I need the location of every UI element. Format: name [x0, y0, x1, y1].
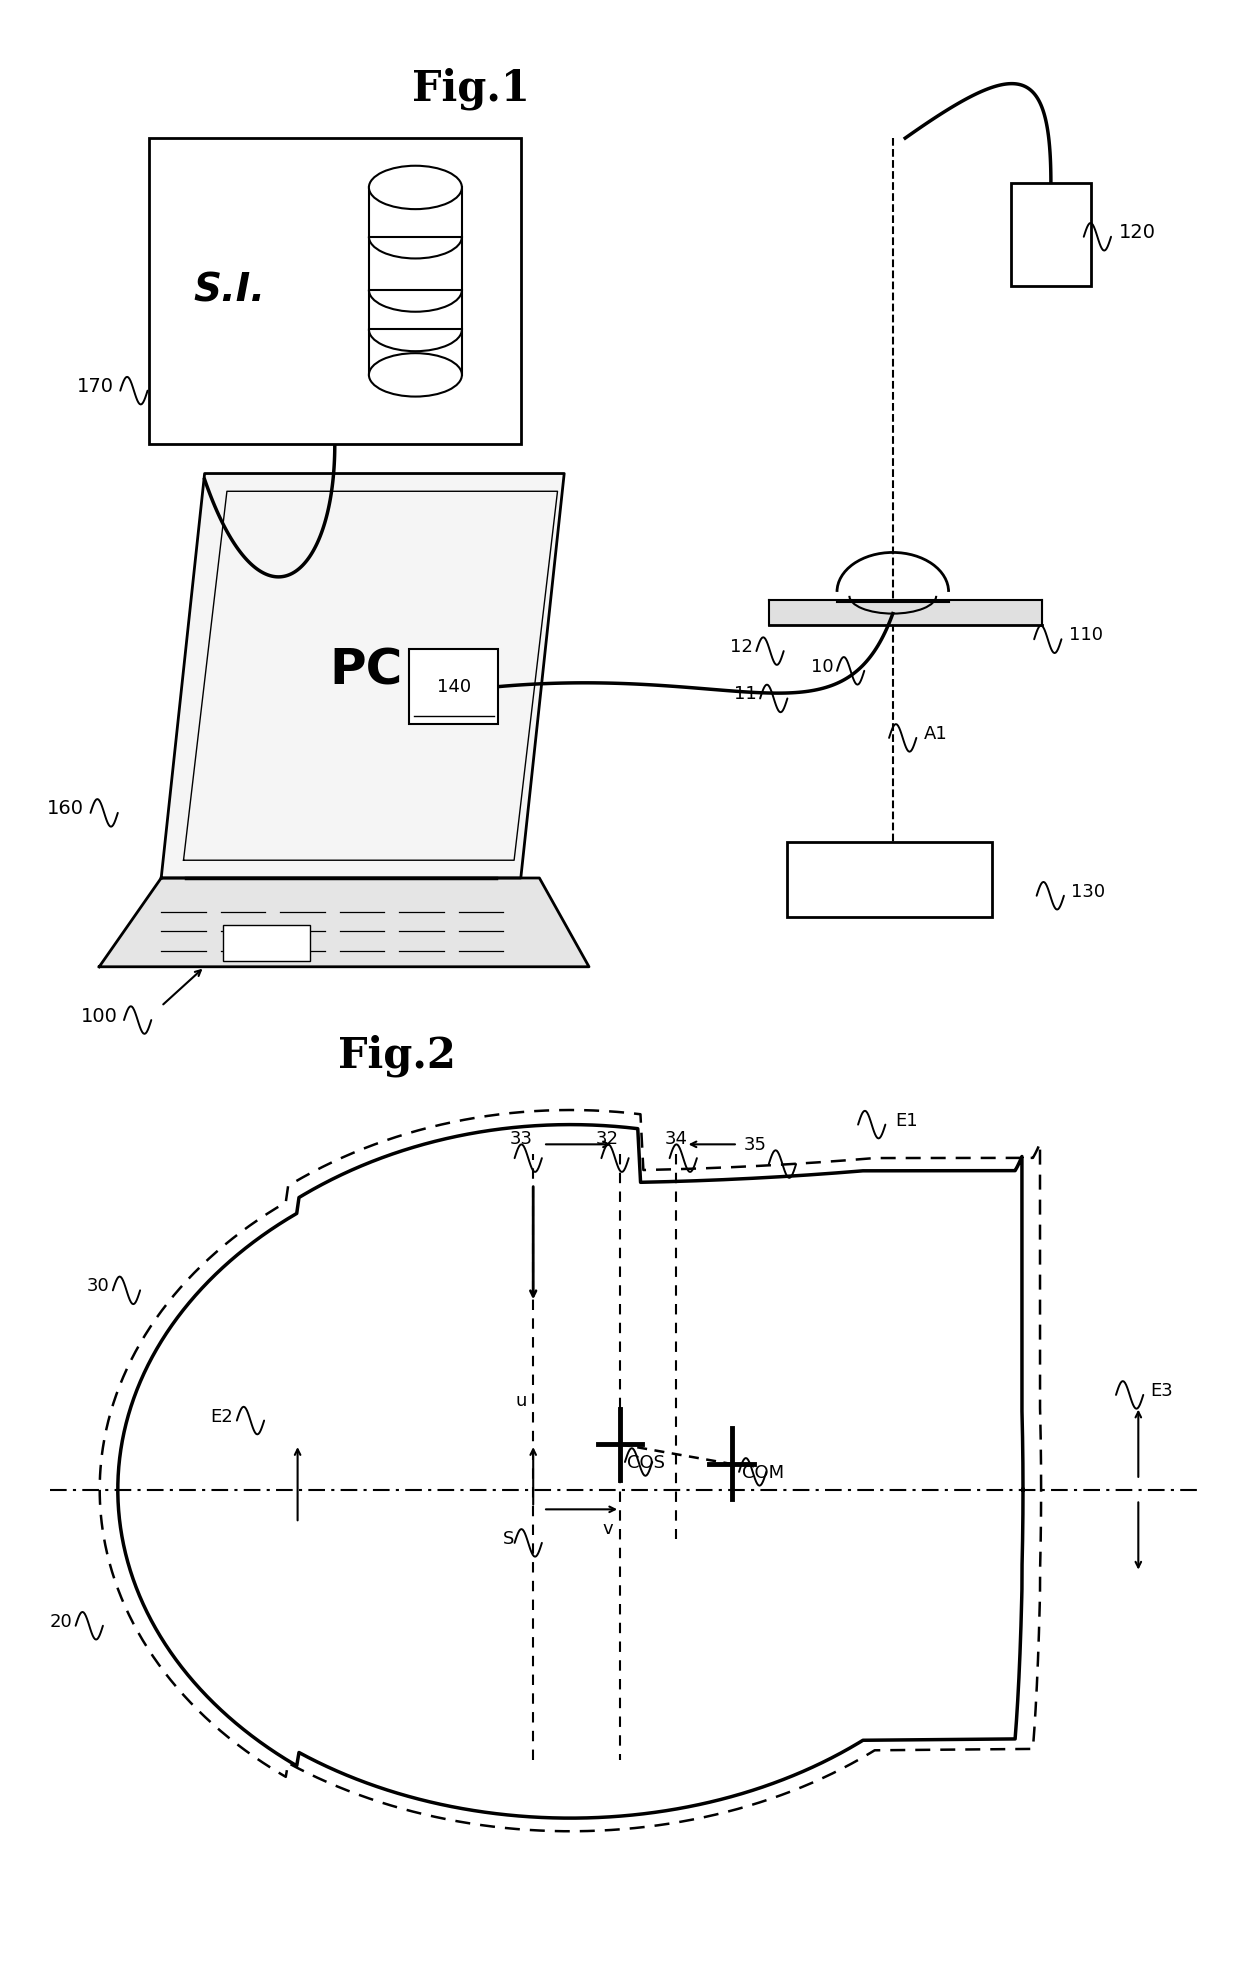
Bar	[223, 925, 310, 961]
Text: 20: 20	[50, 1612, 72, 1632]
Text: E2: E2	[211, 1407, 233, 1426]
Text: 100: 100	[81, 1006, 118, 1026]
Text: S: S	[502, 1529, 515, 1549]
Polygon shape	[161, 474, 564, 878]
Ellipse shape	[370, 353, 463, 397]
Polygon shape	[99, 878, 589, 967]
Text: 130: 130	[1071, 882, 1106, 902]
Text: E3: E3	[1151, 1381, 1173, 1401]
Text: u: u	[515, 1391, 527, 1411]
Text: 140: 140	[436, 677, 471, 696]
Ellipse shape	[370, 166, 463, 209]
Text: 35: 35	[744, 1136, 768, 1154]
Text: PC: PC	[329, 647, 403, 694]
Text: Fig.1: Fig.1	[412, 67, 531, 110]
Text: COS: COS	[627, 1454, 666, 1472]
Bar	[787, 842, 992, 917]
Bar	[149, 138, 521, 444]
Bar	[1011, 183, 1091, 286]
Bar	[409, 649, 498, 724]
Text: v: v	[603, 1519, 613, 1539]
Text: 110: 110	[1069, 625, 1102, 645]
Text: 12: 12	[730, 637, 753, 657]
Text: COM: COM	[742, 1464, 784, 1482]
Text: 120: 120	[1118, 223, 1156, 243]
Text: S.I.: S.I.	[193, 270, 265, 310]
Text: Fig.2: Fig.2	[337, 1034, 456, 1077]
Text: 10: 10	[811, 657, 833, 677]
Text: 11: 11	[734, 685, 756, 704]
Text: 33: 33	[510, 1131, 532, 1148]
Text: E1: E1	[895, 1111, 918, 1131]
Text: 34: 34	[665, 1131, 687, 1148]
Text: 160: 160	[47, 799, 84, 819]
Polygon shape	[769, 600, 1042, 625]
Text: 32: 32	[596, 1131, 619, 1148]
Text: 30: 30	[87, 1277, 109, 1296]
Text: 170: 170	[77, 377, 114, 397]
Text: A1: A1	[924, 724, 947, 744]
